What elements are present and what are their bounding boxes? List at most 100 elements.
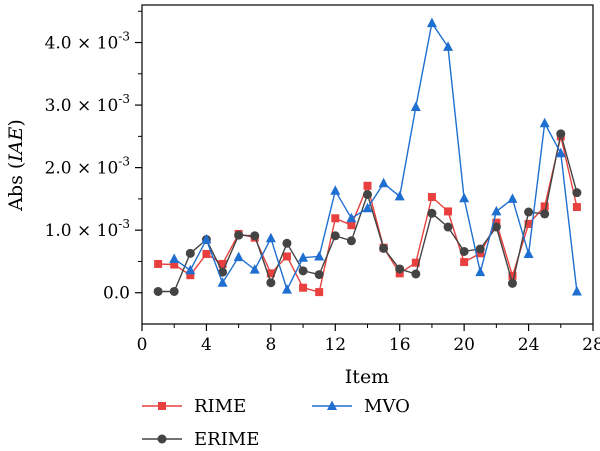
legend-item-erime: ERIME	[142, 429, 259, 450]
data-point-erime	[427, 208, 437, 218]
legend-item-mvo: MVO	[312, 396, 410, 417]
data-point-erime	[443, 222, 453, 232]
data-point-mvo	[233, 251, 244, 262]
data-point-rime	[315, 288, 324, 297]
legend-marker-erime	[157, 434, 167, 444]
data-point-rime	[186, 271, 195, 280]
data-point-erime	[330, 231, 340, 241]
y-axis-ticks: 0.0 1.0 × 10-3 2.0 × 10-3 3.0 × 10-3 4.0 × 1…	[45, 10, 142, 304]
legend-label-rime: RIME	[194, 396, 246, 417]
data-point-mvo	[201, 234, 212, 244]
data-point-rime	[363, 181, 372, 190]
data-point-rime	[460, 258, 469, 267]
data-point-erime	[234, 230, 244, 240]
data-point-mvo	[281, 284, 292, 294]
legend-item-rime: RIME	[142, 396, 246, 417]
series-erime	[153, 129, 582, 296]
data-point-mvo	[539, 117, 550, 128]
x-axis-label: Item	[345, 366, 389, 388]
data-point-erime	[475, 244, 485, 254]
y-axis-label: Abs (IAE)	[5, 119, 27, 212]
data-point-rime	[444, 207, 453, 216]
data-point-rime	[427, 193, 436, 202]
data-point-mvo	[217, 277, 228, 287]
data-point-erime	[282, 238, 292, 248]
data-point-rime	[411, 258, 420, 267]
data-point-mvo	[523, 248, 534, 258]
data-point-mvo	[185, 264, 196, 275]
data-point-erime	[314, 270, 324, 280]
data-point-rime	[347, 221, 356, 230]
data-point-erime	[266, 278, 276, 288]
series-line-mvo	[173, 21, 578, 292]
data-point-erime	[459, 246, 469, 256]
data-point-mvo	[491, 205, 502, 216]
data-point-rime	[299, 283, 308, 292]
x-tick-label: 16	[389, 335, 411, 355]
y-tick-label: 2.0 × 10-3	[45, 155, 130, 179]
data-point-mvo	[362, 202, 373, 213]
data-point-erime	[250, 231, 260, 241]
data-point-rime	[218, 259, 227, 268]
legend-label-mvo: MVO	[364, 396, 410, 417]
data-point-erime	[379, 243, 389, 253]
data-point-rime	[202, 249, 211, 258]
x-tick-label: 20	[453, 335, 475, 355]
data-point-rime	[266, 269, 275, 278]
data-point-mvo	[346, 212, 357, 223]
data-point-mvo	[330, 185, 341, 195]
data-point-rime	[572, 203, 581, 212]
data-point-erime	[185, 248, 195, 258]
legend: RIME ERIME MVO	[142, 396, 410, 450]
data-point-rime	[524, 219, 533, 228]
data-point-erime	[346, 236, 356, 246]
data-point-mvo	[314, 250, 325, 261]
x-tick-label: 4	[201, 335, 212, 355]
data-point-erime	[298, 266, 308, 276]
series-mvo	[169, 17, 582, 296]
y-tick-label: 0.0	[103, 284, 130, 304]
data-point-mvo	[443, 41, 454, 51]
y-tick-label: 4.0 × 10-3	[45, 30, 130, 54]
data-point-erime	[524, 207, 534, 217]
data-point-erime	[169, 286, 179, 296]
series-line-erime	[158, 133, 578, 293]
legend-marker-mvo	[327, 400, 337, 410]
data-point-mvo	[249, 264, 260, 274]
data-point-mvo	[394, 190, 405, 201]
series-layer	[153, 17, 582, 297]
data-point-erime	[363, 190, 372, 200]
data-point-erime	[395, 264, 405, 274]
data-point-erime	[153, 286, 163, 296]
data-point-mvo	[507, 193, 518, 203]
data-point-mvo	[475, 266, 486, 277]
plot-frame	[141, 4, 594, 325]
y-tick-label: 1.0 × 10-3	[45, 217, 130, 241]
legend-label-erime: ERIME	[194, 429, 259, 450]
x-tick-label: 28	[582, 335, 600, 355]
data-point-mvo	[169, 253, 180, 263]
data-point-rime	[154, 259, 163, 268]
data-point-mvo	[426, 17, 437, 28]
x-axis-ticks: 0 4 8 12 16 20 24 28	[137, 324, 600, 355]
data-point-mvo	[555, 147, 566, 158]
series-rime	[154, 132, 581, 297]
data-point-erime	[491, 222, 501, 232]
x-tick-label: 24	[518, 335, 540, 355]
data-point-rime	[170, 260, 179, 269]
y-axis-label-italic: IAE	[5, 126, 27, 162]
y-axis-label-prefix: Abs (	[5, 162, 27, 212]
x-tick-label: 12	[324, 335, 346, 355]
data-point-erime	[556, 129, 566, 139]
x-tick-label: 8	[265, 335, 276, 355]
data-point-rime	[508, 271, 517, 280]
y-axis-label-suffix: )	[5, 119, 27, 126]
data-point-erime	[507, 278, 517, 288]
data-point-erime	[572, 188, 582, 198]
data-point-mvo	[571, 285, 582, 296]
data-point-mvo	[459, 192, 470, 203]
data-point-rime	[331, 214, 340, 223]
data-point-rime	[540, 202, 549, 211]
legend-marker-rime	[158, 402, 166, 410]
